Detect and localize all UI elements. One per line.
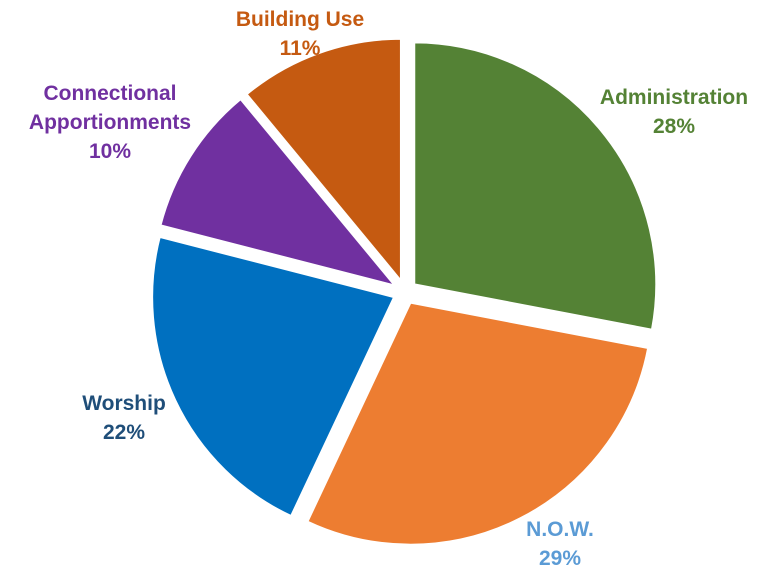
data-label-value: 28% <box>653 115 695 138</box>
slices-layer <box>151 37 658 546</box>
data-label-name: Administration <box>600 86 748 109</box>
pie-slice-connectional-apportionments <box>159 97 398 288</box>
data-label-building-use: Building Use 11% <box>236 8 364 60</box>
pie-slice-administration <box>413 41 658 331</box>
data-label-administration: Administration 28% <box>600 86 748 138</box>
data-label-worship: Worship 22% <box>82 392 166 444</box>
data-label-name: Apportionments <box>29 111 191 134</box>
data-label-name: N.O.W. <box>526 518 594 541</box>
data-label-value: 10% <box>89 140 131 163</box>
pie-slice-n-o-w <box>306 301 650 546</box>
data-label-value: 29% <box>539 547 581 570</box>
data-label-n-o-w: N.O.W. 29% <box>526 518 594 570</box>
pie-slice-building-use <box>245 37 402 284</box>
data-label-name: Connectional <box>43 82 176 105</box>
data-label-name: Building Use <box>236 8 364 31</box>
labels-layer: Administration 28% N.O.W. 29% Worship 22% Conn… <box>29 8 748 570</box>
pie-slice-worship <box>151 235 396 518</box>
data-label-value: 11% <box>280 37 321 60</box>
data-label-name: Worship <box>82 392 166 415</box>
data-label-value: 22% <box>103 421 145 444</box>
data-label-connectional-apportionments: Connectional Apportionments 10% <box>29 82 191 163</box>
